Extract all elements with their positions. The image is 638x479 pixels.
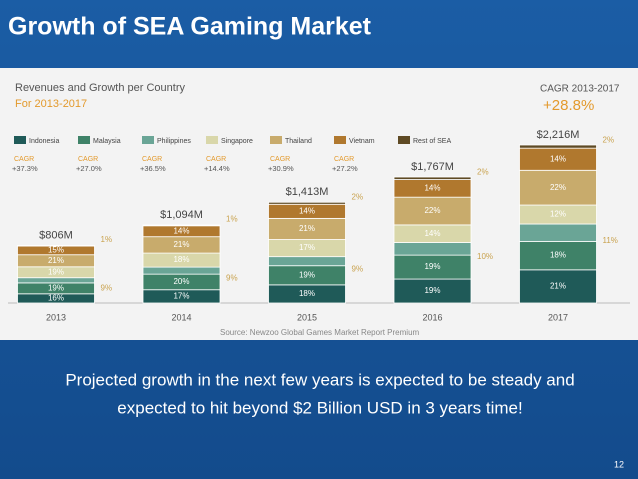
footer-line: expected to hit beyond $2 Billion USD in… [117, 398, 522, 417]
segment-label: 9% [226, 274, 238, 283]
bar-segment [393, 176, 472, 180]
page-number: 12 [614, 459, 624, 469]
segment-label: 22% [424, 206, 440, 215]
segment-label: 19% [299, 270, 315, 279]
segment-label: 19% [48, 267, 64, 276]
bar-segment [268, 201, 346, 205]
legend-swatch [142, 136, 154, 144]
total-label: $806M [39, 229, 73, 241]
bar-segment [268, 256, 346, 267]
segment-label: 14% [173, 226, 189, 235]
legend-swatch [398, 136, 410, 144]
segment-label: 14% [550, 154, 566, 163]
chart-subtitle: For 2013-2017 [15, 98, 87, 110]
cagr-value: +36.5% [140, 164, 166, 173]
bar-segment [519, 223, 597, 242]
segment-label: 17% [173, 291, 189, 300]
segment-label: 11% [603, 236, 618, 245]
segment-label: 16% [48, 294, 64, 303]
segment-label: 22% [550, 183, 566, 192]
total-label: $2,216M [537, 129, 580, 141]
legend-label: Malaysia [93, 138, 121, 145]
segment-label: 15% [48, 246, 64, 255]
bar-segment [142, 266, 221, 275]
segment-label: 19% [424, 262, 440, 271]
legend-swatch [78, 136, 90, 144]
legend-label: Vietnam [349, 138, 375, 145]
segment-label: 19% [424, 286, 440, 295]
bar-segment [17, 277, 95, 284]
legend-swatch [14, 136, 26, 144]
total-label: $1,767M [411, 161, 454, 173]
total-label: $1,413M [286, 186, 329, 198]
cagr-heading: CAGR [14, 156, 34, 163]
segment-label: 18% [173, 255, 189, 264]
segment-label: 19% [48, 283, 64, 292]
overall-cagr: +28.8% [543, 97, 594, 114]
cagr-heading: CAGR [206, 156, 226, 163]
segment-label: 9% [352, 264, 364, 273]
segment-label: 1% [226, 214, 238, 223]
chart-title: Revenues and Growth per Country [15, 82, 185, 94]
cagr-heading: CAGR [334, 156, 354, 163]
segment-label: 17% [299, 243, 315, 252]
segment-label: 14% [424, 183, 440, 192]
segment-label: 21% [299, 224, 315, 233]
x-tick-label: 2016 [422, 312, 442, 322]
bar-segment [142, 224, 221, 227]
segment-label: 14% [424, 229, 440, 238]
bar-segment [519, 240, 597, 271]
segment-label: 21% [48, 256, 64, 265]
segment-label: 10% [477, 252, 493, 261]
cagr-value: +30.9% [268, 164, 294, 173]
x-tick-label: 2015 [297, 312, 317, 322]
legend-label: Philippines [157, 138, 191, 145]
segment-label: 9% [101, 283, 113, 292]
legend-swatch [270, 136, 282, 144]
bar-segment [519, 169, 597, 206]
cagr-value: +14.4% [204, 164, 230, 173]
source: Source: Newzoo Global Games Market Repor… [220, 328, 420, 337]
x-tick-label: 2013 [46, 312, 66, 322]
cagr-heading: CAGR [270, 156, 290, 163]
bar-segment [519, 144, 597, 149]
cagr-heading: CAGR [78, 156, 98, 163]
segment-label: 12% [550, 210, 566, 219]
x-tick-label: 2017 [548, 312, 568, 322]
overall-cagr-heading: CAGR 2013-2017 [540, 84, 620, 95]
cagr-value: +27.0% [76, 164, 102, 173]
legend-swatch [334, 136, 346, 144]
bar-segment [519, 269, 597, 304]
segment-label: 1% [101, 235, 113, 244]
segment-label: 2% [477, 167, 489, 176]
segment-label: 21% [173, 240, 189, 249]
slide-title: Growth of SEA Gaming Market [8, 13, 372, 41]
bar-segment [393, 196, 472, 226]
cagr-value: +37.3% [12, 164, 38, 173]
legend-swatch [206, 136, 218, 144]
segment-label: 14% [299, 206, 315, 215]
bar-segment [17, 245, 95, 247]
cagr-heading: CAGR [142, 156, 162, 163]
total-label: $1,094M [160, 209, 203, 221]
segment-label: 2% [603, 136, 615, 145]
segment-label: 2% [352, 192, 364, 201]
cagr-value: +27.2% [332, 164, 358, 173]
segment-label: 20% [173, 277, 189, 286]
segment-label: 18% [299, 289, 315, 298]
legend-label: Singapore [221, 138, 253, 145]
footer-line: Projected growth in the next few years i… [65, 370, 574, 389]
segment-label: 18% [550, 251, 566, 260]
legend-label: Rest of SEA [413, 138, 451, 145]
legend-label: Thailand [285, 138, 312, 145]
x-tick-label: 2014 [171, 312, 191, 322]
legend-label: Indonesia [29, 138, 59, 145]
bar-segment [393, 242, 472, 256]
segment-label: 21% [550, 282, 566, 291]
